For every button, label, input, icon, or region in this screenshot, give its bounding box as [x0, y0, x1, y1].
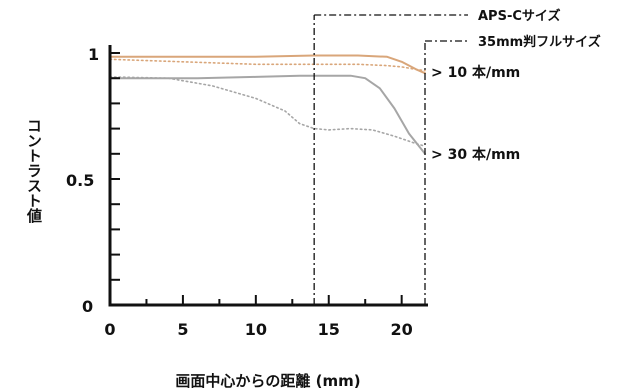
y-tick-label: 0 — [82, 297, 93, 316]
y-tick-label: 0.5 — [66, 171, 94, 190]
marker-label-2: 35mm判フルサイズ — [478, 34, 601, 50]
ticks-layer — [110, 52, 403, 305]
series-line-1-solid — [109, 54, 426, 75]
annotation-label-1: > 10 本/mm — [431, 64, 520, 81]
x-tick-label: 10 — [245, 320, 267, 339]
annotation-label-2: > 30 本/mm — [431, 146, 520, 163]
y-tick-label: 1 — [88, 45, 99, 64]
marker-label-1: APS-Cサイズ — [478, 8, 561, 24]
series-line-2-dotted — [109, 58, 426, 72]
y-axis-title: コントラスト値 — [25, 118, 43, 224]
x-tick-label: 5 — [177, 320, 188, 339]
curves-layer — [109, 54, 426, 155]
x-tick-label: 20 — [391, 320, 413, 339]
x-axis-title: 画面中心からの距離 (mm) — [175, 372, 360, 390]
series-line-3-solid — [109, 74, 426, 155]
x-tick-label: 0 — [104, 320, 115, 339]
markers-layer — [313, 14, 468, 305]
series-line-4-dotted — [109, 76, 426, 147]
axes-layer — [108, 45, 428, 307]
x-tick-label: 15 — [318, 320, 340, 339]
